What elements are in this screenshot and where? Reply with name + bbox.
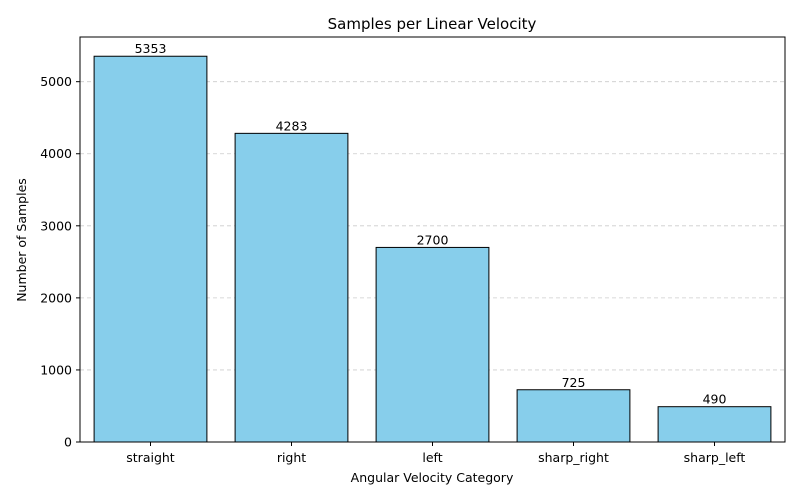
- data-label: 725: [562, 375, 586, 390]
- ticks: 0 1000 2000 3000 4000 5000 straight right left sh…: [40, 74, 745, 465]
- bar-sharp_right: [516, 389, 631, 443]
- bar-right: [234, 132, 349, 443]
- y-tick-label: 4000: [40, 146, 72, 161]
- x-tick-label: straight: [126, 450, 175, 465]
- x-tick-label: sharp_right: [538, 450, 609, 465]
- data-label: 4283: [276, 118, 308, 133]
- bar-left: [375, 246, 490, 443]
- bar-sharp_left: [657, 406, 772, 443]
- x-tick-label: sharp_left: [684, 450, 746, 465]
- data-label: 2700: [417, 232, 449, 247]
- data-labels: 5353 4283 2700 725 490: [135, 41, 727, 406]
- data-label: 5353: [135, 41, 167, 56]
- y-axis-label: Number of Samples: [14, 178, 29, 302]
- x-tick-label: right: [277, 450, 306, 465]
- y-tick-label: 0: [64, 435, 72, 450]
- y-tick-label: 1000: [40, 362, 72, 377]
- data-label: 490: [703, 392, 727, 407]
- y-tick-label: 5000: [40, 74, 72, 89]
- y-tick-label: 2000: [40, 290, 72, 305]
- bar-straight: [93, 55, 208, 443]
- y-tick-label: 3000: [40, 218, 72, 233]
- x-tick-label: left: [422, 450, 442, 465]
- x-axis-label: Angular Velocity Category: [351, 470, 514, 485]
- chart-title: Samples per Linear Velocity: [328, 15, 537, 33]
- bars: [93, 55, 772, 443]
